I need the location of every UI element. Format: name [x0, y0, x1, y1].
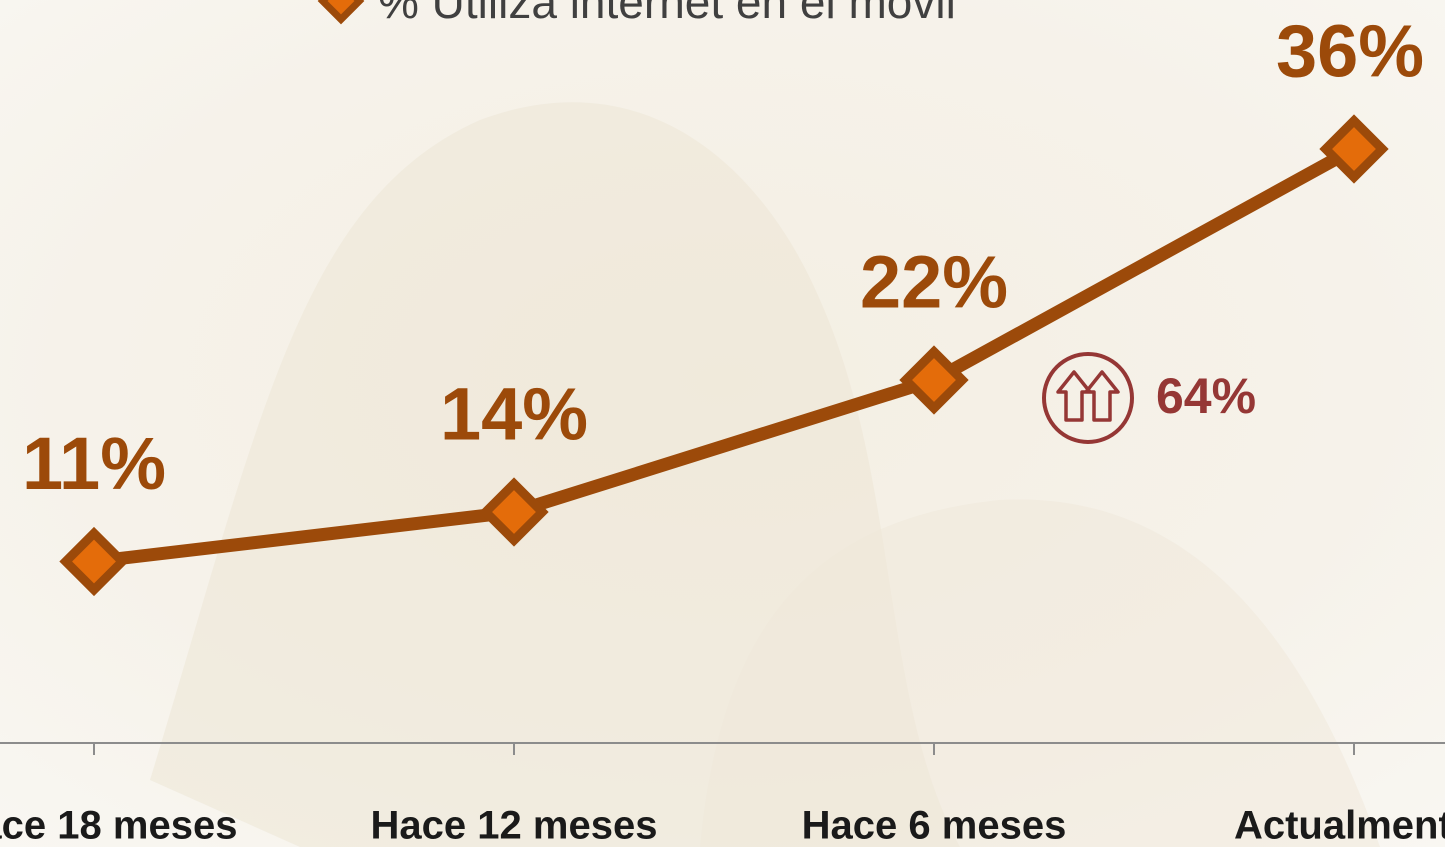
x-tick-label: Actualmente: [1234, 804, 1445, 847]
value-label: 14%: [440, 373, 588, 456]
annotation: 64%: [1156, 368, 1256, 424]
x-tick-label: Hace 6 meses: [802, 804, 1067, 847]
legend: % Utiliza internet en el móvil: [323, 0, 956, 28]
value-label: 11%: [22, 422, 166, 505]
value-label: 36%: [1276, 10, 1424, 93]
x-tick-label: Hace 18 meses: [0, 804, 237, 847]
legend-label: % Utiliza internet en el móvil: [378, 0, 956, 28]
chart: % Utiliza internet en el móvil 64% Hace …: [0, 0, 1445, 847]
value-label: 22%: [860, 241, 1008, 324]
page: {"chart_data": { "type": "line", "catego…: [0, 0, 1445, 847]
x-tick-label: Hace 12 meses: [371, 804, 658, 847]
